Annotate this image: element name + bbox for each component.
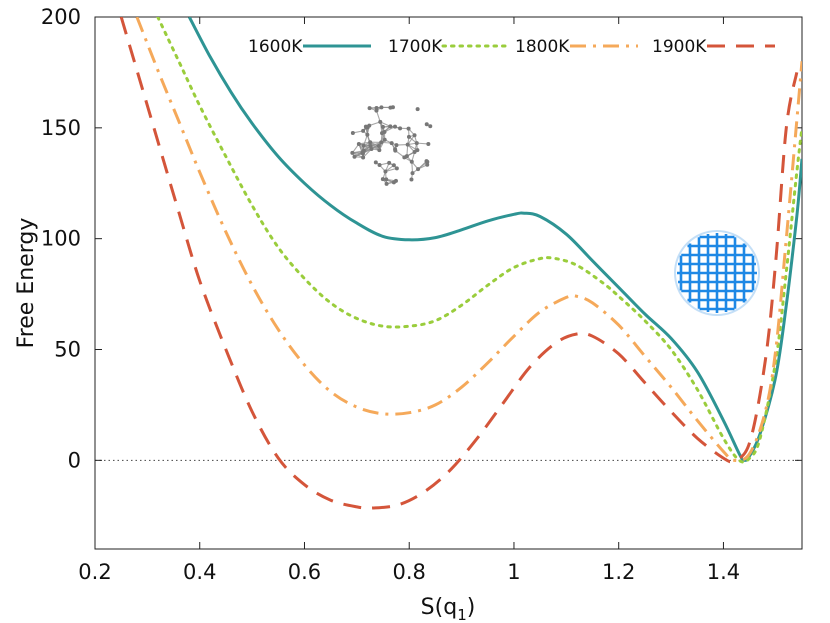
amorphous-atom [393, 124, 398, 129]
x-tick-label: 1 [507, 560, 520, 584]
amorphous-atom [380, 124, 385, 129]
axis-tick-labels: 0.2 0.4 0.6 0.8 1 1.2 1.4 0 50 100 150 200 [41, 5, 740, 584]
amorphous-atom [361, 128, 366, 133]
amorphous-atom [415, 107, 420, 112]
amorphous-atom [361, 148, 366, 153]
series-line-1800k [135, 17, 802, 463]
y-tick-label: 200 [41, 5, 81, 29]
x-axis-title: S(q1) [421, 595, 476, 623]
amorphous-atom [388, 105, 393, 110]
amorphous-atom [425, 162, 430, 167]
amorphous-atom [377, 148, 382, 153]
amorphous-atom [377, 163, 382, 168]
crystal-lattice-icon [674, 230, 760, 316]
y-tick-label: 0 [68, 448, 81, 472]
x-tick-label: 0.6 [288, 560, 321, 584]
amorphous-atom [363, 124, 368, 129]
axis-ticks [94, 16, 802, 549]
amorphous-atom [393, 178, 398, 183]
amorphous-atom [368, 143, 373, 148]
amorphous-atom [369, 146, 374, 151]
series-line-1600k [187, 17, 802, 462]
amorphous-atom [415, 148, 420, 153]
legend-label: 1600K [248, 37, 303, 57]
y-axis-title: Free Energy [14, 218, 39, 349]
amorphous-atom [361, 155, 366, 160]
series-line-1900k [119, 17, 799, 510]
x-tick-label: 0.4 [183, 560, 216, 584]
amorphous-atom [352, 154, 357, 159]
amorphous-atom [383, 169, 388, 174]
y-tick-label: 50 [54, 338, 81, 362]
amorphous-cluster-icon [350, 105, 433, 186]
legend-item-1800k: 1800K [515, 37, 638, 57]
amorphous-atom [394, 166, 399, 171]
amorphous-atom [388, 124, 393, 129]
amorphous-atom [365, 132, 370, 137]
legend-label: 1800K [515, 37, 570, 57]
amorphous-atom [425, 159, 430, 164]
legend: 1600K 1700K 1800K 1900K [248, 37, 775, 57]
legend-item-1900k: 1900K [652, 37, 775, 57]
amorphous-atom [412, 150, 417, 155]
series-line-1700k [156, 17, 802, 464]
amorphous-atom [391, 163, 396, 168]
amorphous-atom [382, 137, 387, 142]
amorphous-atom [394, 143, 399, 148]
amorphous-atom [350, 150, 355, 155]
y-tick-label: 150 [41, 116, 81, 140]
amorphous-atom [398, 126, 403, 131]
amorphous-atom [367, 106, 372, 111]
amorphous-atom [406, 134, 411, 139]
amorphous-atom [350, 130, 355, 135]
amorphous-atom [426, 141, 431, 146]
legend-item-1700k: 1700K [388, 37, 513, 57]
amorphous-atom [428, 124, 433, 129]
amorphous-atom [384, 181, 389, 186]
amorphous-atom [368, 140, 373, 145]
legend-label: 1700K [388, 37, 443, 57]
amorphous-atom [406, 126, 411, 131]
x-tick-label: 0.8 [393, 560, 426, 584]
amorphous-atom [384, 177, 389, 182]
x-tick-label: 0.2 [78, 560, 111, 584]
amorphous-atom [374, 106, 379, 111]
amorphous-atom [380, 177, 385, 182]
amorphous-atom [416, 167, 421, 172]
x-tick-label: 1.2 [602, 560, 635, 584]
amorphous-atom [361, 143, 366, 148]
amorphous-atom [379, 140, 384, 145]
x-tick-label: 1.4 [707, 560, 740, 584]
amorphous-atom [356, 141, 361, 146]
series-lines [119, 17, 802, 510]
amorphous-atom [378, 119, 383, 124]
amorphous-atom [380, 131, 385, 136]
amorphous-atom [402, 155, 407, 160]
amorphous-atom [387, 160, 392, 165]
amorphous-atom [376, 143, 381, 148]
amorphous-atom [424, 122, 429, 127]
legend-label: 1900K [652, 37, 707, 57]
amorphous-atom [410, 171, 415, 176]
amorphous-atom [373, 160, 378, 165]
amorphous-atom [405, 142, 410, 147]
y-tick-label: 100 [41, 227, 81, 251]
legend-item-1600k: 1600K [248, 37, 371, 57]
crystal-outline [674, 230, 760, 316]
amorphous-atom [409, 159, 414, 164]
plot-frame [94, 16, 803, 550]
amorphous-atom [389, 141, 394, 146]
amorphous-atom [412, 133, 417, 138]
amorphous-atom [409, 177, 414, 182]
amorphous-atom [414, 141, 419, 146]
amorphous-atom [393, 147, 398, 152]
amorphous-atom [379, 105, 384, 110]
